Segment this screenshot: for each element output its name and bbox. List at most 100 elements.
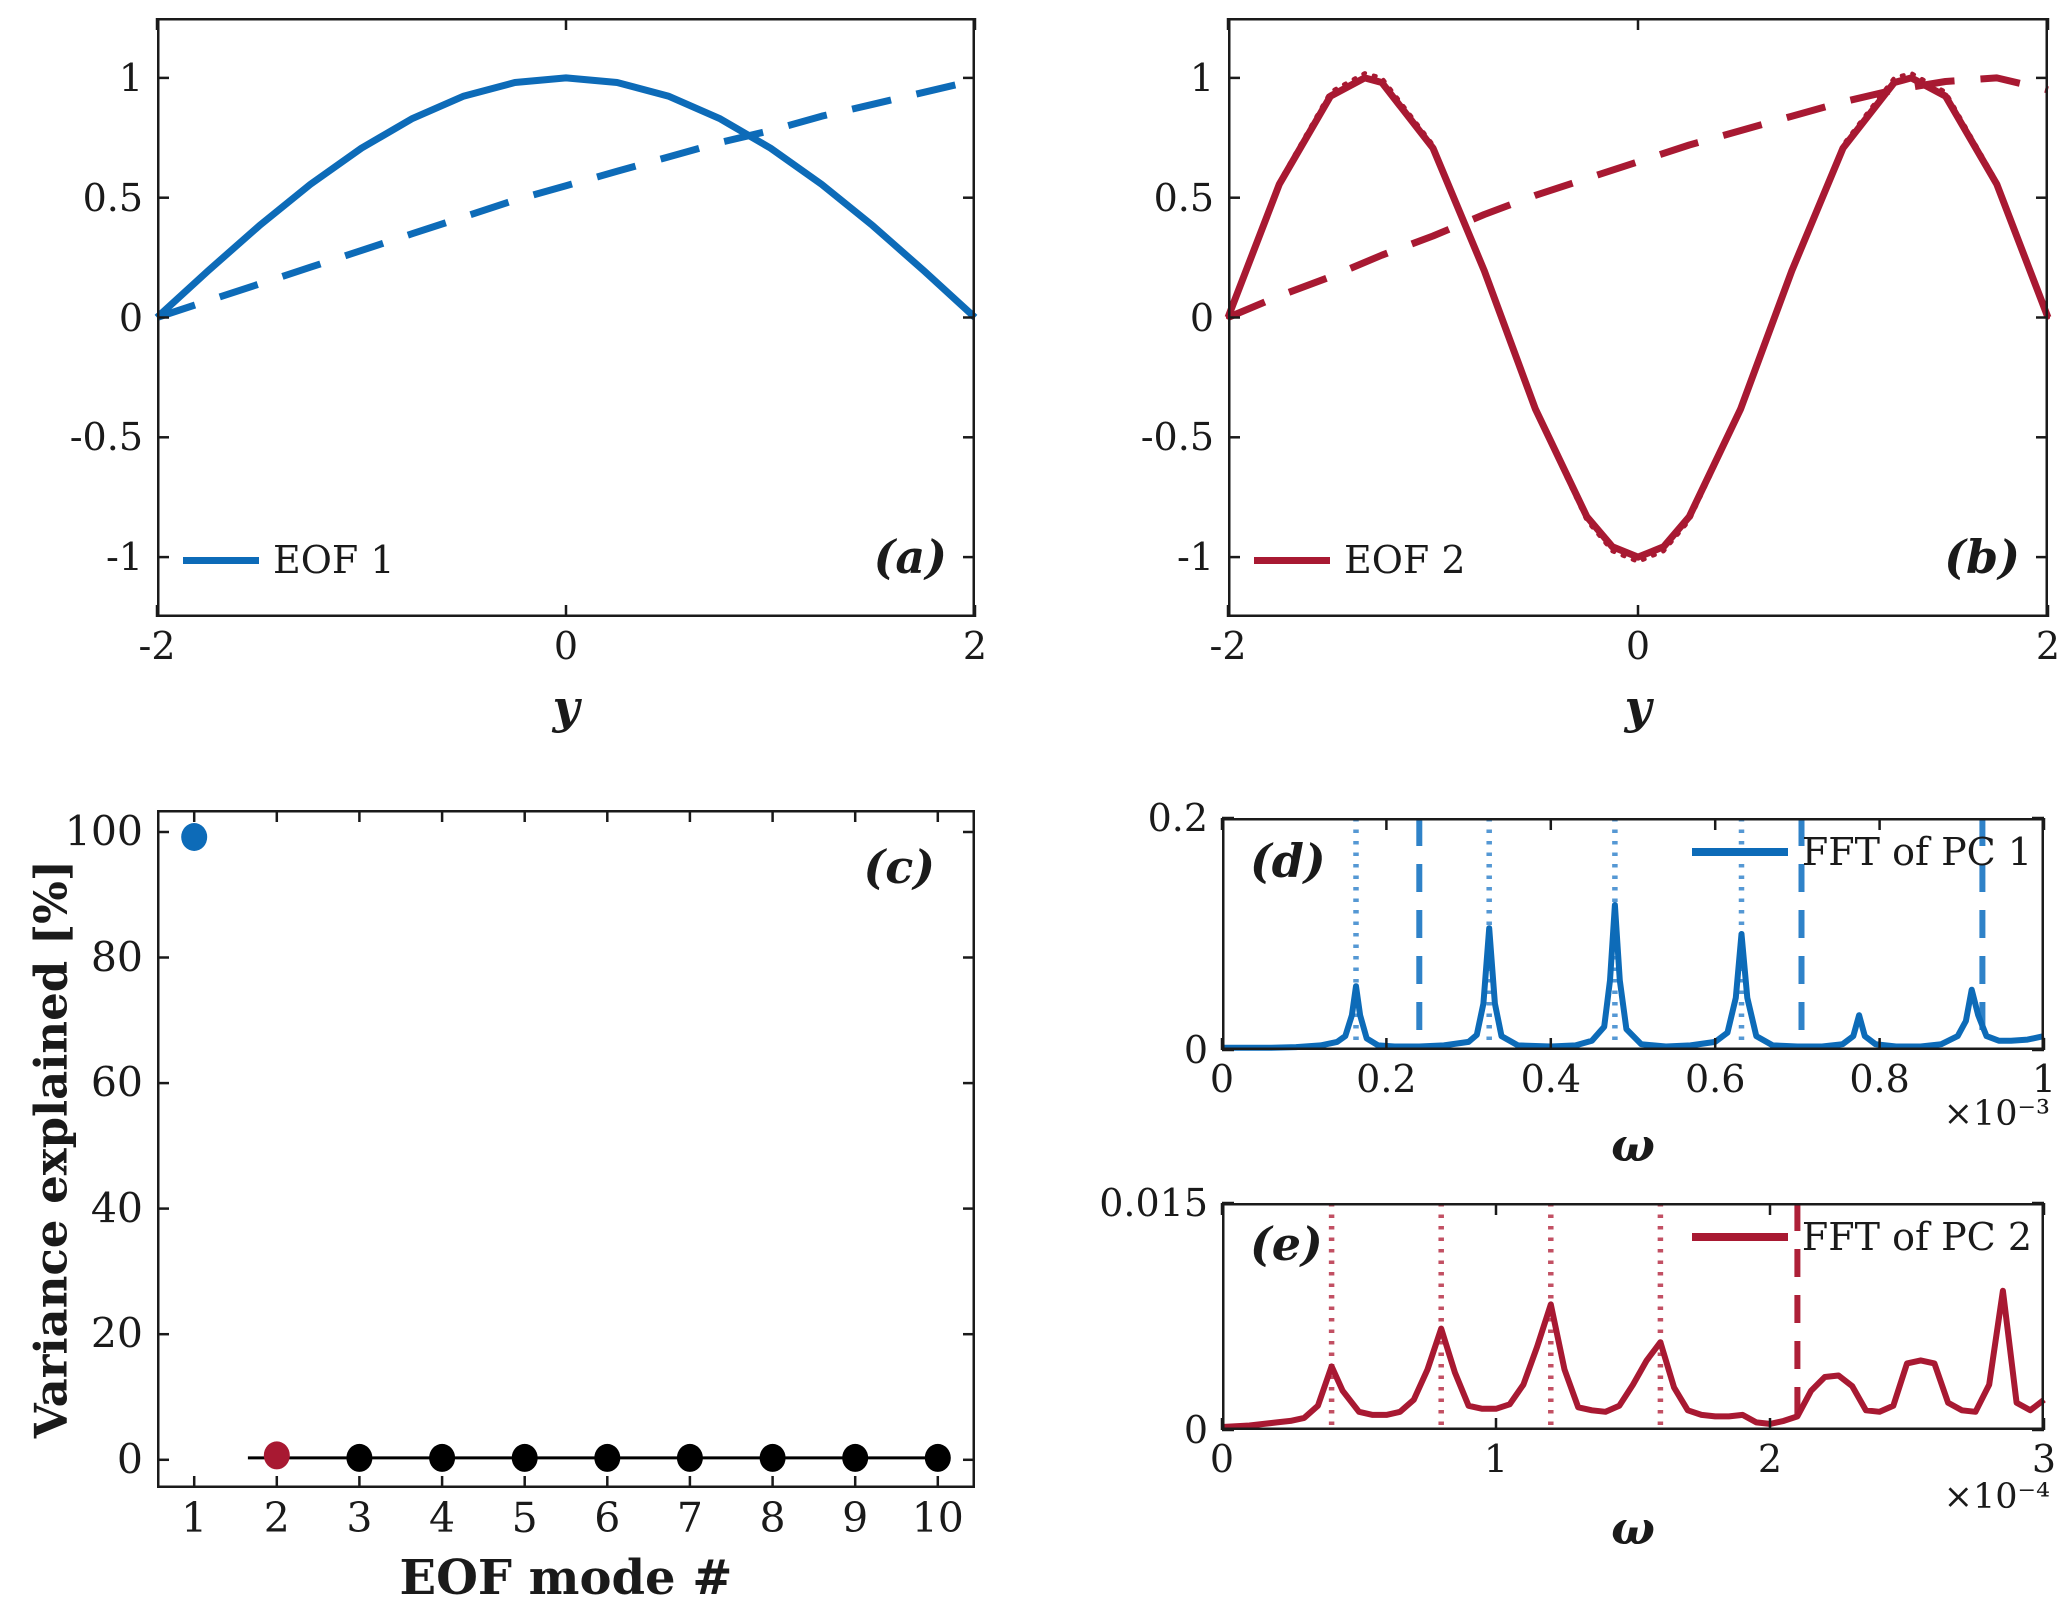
panel-e-scale-label: ×10⁻⁴ [1943,1477,2050,1517]
panel-d: (d) FFT of PC 1 ω ×10⁻³ 0 0.2 0.4 0.6 0.8 1 0 0… [1148,799,2057,1172]
panel-a-legend: EOF 1 [183,538,395,582]
fft-pc1-curve [1222,902,2045,1051]
panel-a-ytick-label-1: -0.5 [69,415,143,460]
panel-a-xtick-label-0: -2 [138,624,176,668]
panel-c-xtick-label-5: 6 [594,1494,621,1542]
panel-a-plot [154,18,978,617]
eof1-solid-curve [154,74,978,321]
panel-d-xlabel: ω [1611,1118,1655,1172]
panel-b-xlabel: y [1624,680,1652,734]
panel-e-ytick-label-1: 0.015 [1099,1181,1208,1225]
panel-d-xtick-label-1: 0.2 [1356,1057,1417,1101]
fft-pc1-legend-label: FFT of PC 1 [1801,830,2032,874]
panel-c-xlabel: EOF mode # [399,1550,733,1606]
panel-b-xtick-label-1: 0 [1625,624,1651,668]
panel-b-ytick-label-1: -0.5 [1140,415,1214,460]
panel-d-xtick-label-0: 0 [1209,1057,1235,1101]
panel-c-frame [157,810,975,1488]
panel-d-plot [1220,816,2046,1052]
panel-e-xtick-label-0: 0 [1209,1437,1235,1481]
panel-e-letter: (e) [1250,1217,1323,1271]
fft-pc2-curve [1221,1287,2046,1430]
panel-a-frame [157,18,975,617]
eof-mode-6-marker [594,1443,621,1472]
panel-d-xtick-label-5: 1 [2031,1057,2057,1101]
panel-b-plot [1224,18,2052,617]
eof2-solid-curve [1224,74,2052,561]
fft-pc1-legend-line [1691,848,1788,856]
panel-d-legend: FFT of PC 1 [1691,830,2032,874]
panel-e-xtick-label-2: 2 [1757,1437,1783,1481]
panel-c-ytick-label-1: 20 [90,1309,143,1358]
panel-c-xtick-label-7: 8 [759,1494,786,1542]
panel-e-frame [1222,1203,2044,1430]
panel-c-xtick-label-6: 7 [676,1494,703,1542]
eof-mode-1-marker [181,823,208,851]
fft-pc2-legend-label: FFT of PC 2 [1801,1215,2032,1259]
eof-mode-9-marker [842,1443,869,1472]
panel-c-xtick-label-3: 4 [429,1494,456,1542]
panel-a: EOF 1 (a) y -2 0 2 -1 -0.5 0 0.5 1 [70,18,987,734]
panel-e: (e) FFT of PC 2 ω ×10⁻⁴ 0 1 2 3 0 0.015 [1099,1184,2056,1555]
panel-c-ytick-label-5: 100 [64,807,143,856]
pc1-dashed-curve [155,76,976,321]
panel-a-ytick-label-4: 1 [118,55,143,100]
panel-d-scale-label: ×10⁻³ [1943,1094,2050,1134]
eof-mode-10-marker [924,1443,951,1472]
panel-a-letter: (a) [873,530,947,584]
panel-a-xtick-label-1: 0 [553,624,579,668]
eof-mode-3-marker [346,1443,373,1472]
eof-mode-7-marker [676,1443,703,1472]
panel-c-plot [157,810,975,1488]
panel-a-xtick-label-2: 2 [962,624,988,668]
panel-c-letter: (c) [863,840,935,894]
panel-b-legend: EOF 2 [1254,538,1466,582]
panel-c-xtick-label-8: 9 [842,1494,869,1542]
pc2-dashed-curve [1226,74,2049,321]
panel-c-ytick-label-3: 60 [90,1058,143,1107]
eof2-analytic-dotted [1226,71,2050,564]
panel-a-ytick-label-0: -1 [105,535,143,580]
panel-c-ylabel: Variance explained [%] [24,859,78,1439]
panel-b-xtick-label-2: 2 [2035,624,2061,668]
panel-d-ytick-label-1: 0.2 [1147,796,1208,840]
panel-d-xtick-label-2: 0.4 [1520,1057,1582,1101]
panel-e-xtick-label-3: 3 [2031,1437,2057,1481]
eof2-legend-label: EOF 2 [1344,538,1466,582]
panel-c-xtick-label-0: 1 [181,1494,208,1542]
eof2-legend-line [1254,556,1330,564]
panel-b-ytick-label-0: -1 [1176,535,1214,580]
panel-d-xtick-label-4: 0.8 [1849,1057,1910,1101]
eof1-legend-label: EOF 1 [273,538,395,582]
fft-pc2-legend-line [1691,1233,1788,1241]
panel-c-ytick-label-4: 80 [90,933,143,982]
panel-d-frame [1222,818,2044,1050]
panel-c-xtick-label-2: 3 [346,1494,373,1542]
eof1-legend-line [183,556,259,564]
panel-c: (c) Variance explained [%] EOF mode # 1 2… [25,810,975,1606]
panel-c-xtick-label-4: 5 [511,1494,538,1542]
panel-d-letter: (d) [1250,834,1326,888]
eof-mode-4-marker [429,1443,456,1472]
panel-a-ytick-label-2: 0 [118,295,143,340]
panel-e-plot [1220,1201,2046,1432]
panel-e-xlabel: ω [1611,1501,1655,1555]
eof-mode-2-marker [263,1441,290,1470]
panel-b-letter: (b) [1944,530,2020,584]
panel-b-ytick-label-3: 0.5 [1153,175,1214,220]
panel-d-xtick-label-3: 0.6 [1684,1057,1746,1101]
panel-c-xtick-label-1: 2 [263,1494,290,1542]
panel-d-ytick-label-0: 0 [1183,1028,1208,1072]
panel-c-ytick-label-0: 0 [116,1435,143,1484]
panel-c-xtick-label-9: 10 [911,1494,964,1542]
panel-b: EOF 2 (b) y -2 0 2 -1 -0.5 0 0.5 1 [1141,18,2060,734]
panel-c-ytick-label-2: 40 [90,1184,143,1233]
panel-b-frame [1228,18,2048,617]
panel-e-legend: FFT of PC 2 [1691,1215,2032,1259]
panel-b-ytick-label-2: 0 [1189,295,1214,340]
panel-a-ytick-label-3: 0.5 [82,175,143,220]
panel-e-xtick-label-1: 1 [1483,1437,1509,1481]
panel-b-ytick-label-4: 1 [1189,55,1214,100]
panel-a-xlabel: y [552,680,580,734]
